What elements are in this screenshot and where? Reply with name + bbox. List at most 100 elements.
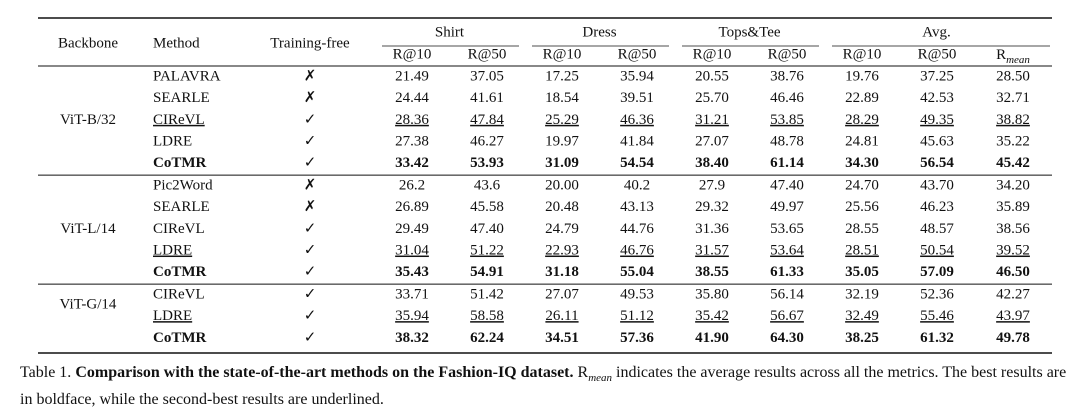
cell: 38.40 [695,155,729,171]
cell: 61.14 [770,155,804,171]
cell: 38.55 [695,264,729,280]
cell: 35.05 [845,264,879,280]
cell: 54.91 [470,264,504,280]
cell: 53.65 [770,221,804,237]
cell: 46.76 [620,243,654,259]
cell: 45.58 [470,199,504,215]
cell: 48.57 [920,221,954,237]
cell: 28.36 [395,112,429,128]
cell: 25.70 [695,90,729,106]
cell: 51.22 [470,243,504,259]
cell: 34.30 [845,155,879,171]
cell: 61.33 [770,264,804,280]
cell: 46.50 [996,264,1030,280]
header-metric: R@10 [543,46,582,62]
cell: 31.57 [695,243,729,259]
training-free: ✓ [304,221,317,237]
header-metric: R@50 [468,46,507,62]
cell: 47.84 [470,112,504,128]
header-metric: R@10 [843,46,882,62]
cell: 31.36 [695,221,729,237]
cell: 35.42 [695,308,729,324]
cell: 32.49 [845,308,879,324]
cell: 56.67 [770,308,804,324]
cell: 28.55 [845,221,879,237]
caption-label: Table 1. [20,364,72,381]
header-metric: R@50 [768,46,807,62]
r-mean-base: R [577,364,589,381]
cell: 46.36 [620,112,654,128]
cell: 29.49 [395,221,429,237]
cell: 19.97 [545,134,579,150]
cell: 55.04 [620,264,654,280]
header-metric: R@50 [618,46,657,62]
cell: 31.21 [695,112,729,128]
cell: 25.29 [545,112,579,128]
header-backbone: Backbone [58,35,118,51]
cell: 25.56 [845,199,879,215]
training-free: ✓ [304,112,317,128]
cell: 38.56 [996,221,1030,237]
caption: Table 1. Comparison with the state-of-th… [20,362,1080,410]
cell: 26.11 [545,308,578,324]
cell: 24.79 [545,221,579,237]
method: LDRE [153,134,192,150]
cell: 40.2 [624,177,650,193]
cell: 64.30 [770,330,804,346]
r-mean-sub: mean [1006,54,1030,66]
cell: 49.78 [996,330,1030,346]
cell: 49.35 [920,112,954,128]
cell: 48.78 [770,134,804,150]
header-group: Avg. [922,24,950,40]
cell: 53.93 [470,155,504,171]
method: PALAVRA [153,68,221,84]
caption-title: Comparison with the state-of-the-art met… [75,364,574,381]
cell: 43.70 [920,177,954,193]
cell: 35.89 [996,199,1030,215]
method: CoTMR [153,155,206,171]
cell: 50.54 [920,243,954,259]
cell: 34.20 [996,177,1030,193]
cell: 43.6 [474,177,501,193]
cell: 27.07 [695,134,729,150]
cell: 57.09 [920,264,954,280]
method: SEARLE [153,199,210,215]
cell: 53.85 [770,112,804,128]
header-group: Shirt [435,24,465,40]
cell: 35.94 [620,68,654,84]
cell: 46.27 [470,134,504,150]
cell: 37.25 [920,68,954,84]
cell: 52.36 [920,286,954,302]
cell: 27.9 [699,177,725,193]
training-free: ✓ [304,243,317,259]
method: SEARLE [153,90,210,106]
cell: 33.71 [395,286,429,302]
header-metric: R@50 [918,46,957,62]
cell: 37.05 [470,68,504,84]
training-free: ✓ [304,286,317,302]
header-training-free: Training-free [270,35,350,51]
method: CIReVL [153,112,205,128]
cell: 35.22 [996,134,1030,150]
cell: 42.53 [920,90,954,106]
cell: 22.89 [845,90,879,106]
cell: 38.82 [996,112,1030,128]
cell: 31.18 [545,264,579,280]
cell: 38.25 [845,330,879,346]
header-r-mean: Rmean [996,47,1030,65]
cell: 43.97 [996,308,1030,324]
method: LDRE [153,243,192,259]
cell: 42.27 [996,286,1030,302]
cell: 39.52 [996,243,1030,259]
training-free: ✗ [304,177,317,193]
cell: 31.04 [395,243,429,259]
training-free: ✓ [304,264,317,280]
header-method: Method [153,35,200,51]
cell: 51.42 [470,286,504,302]
method: LDRE [153,308,192,324]
training-free: ✓ [304,330,317,346]
cell: 38.32 [395,330,429,346]
cell: 41.90 [695,330,729,346]
cell: 20.48 [545,199,579,215]
